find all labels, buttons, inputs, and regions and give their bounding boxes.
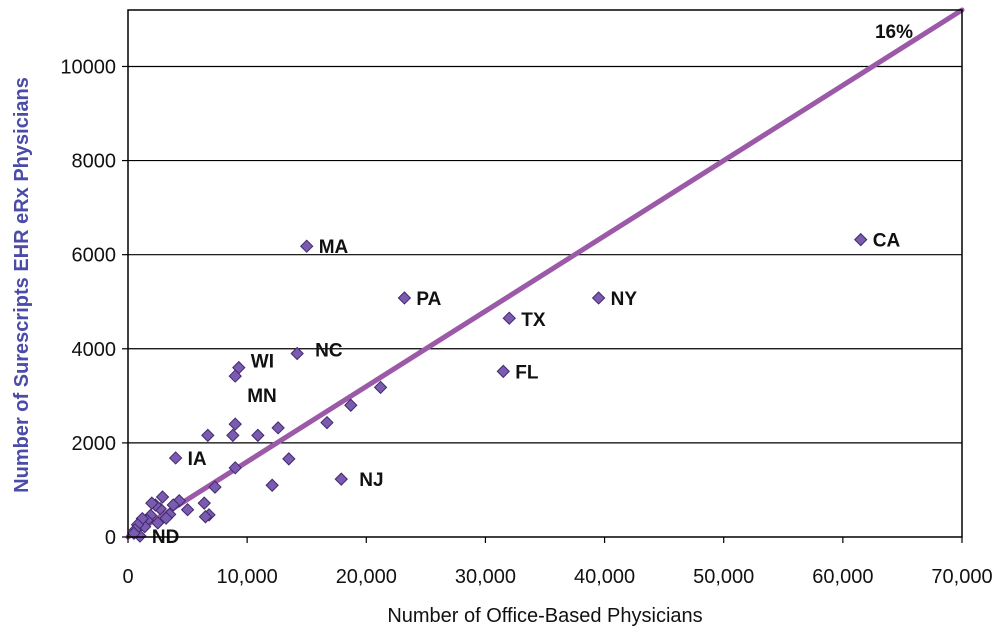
data-point-marker (151, 516, 165, 530)
data-point-marker (180, 503, 195, 517)
data-point-marker (502, 311, 516, 325)
data-point-label: MN (247, 386, 277, 407)
data-point-label: CA (873, 231, 901, 252)
data-point-marker (168, 451, 183, 465)
data-point-marker (397, 291, 412, 305)
data-point-label: FL (515, 362, 539, 383)
data-point-label: NC (315, 340, 343, 361)
data-point-marker (201, 428, 215, 443)
data-point-marker (208, 480, 222, 494)
data-point-label: PA (416, 289, 441, 310)
y-tick-label: 6000 (72, 245, 117, 267)
data-point-label: NY (611, 289, 638, 310)
data-point-label: MA (319, 237, 349, 258)
x-tick-label: 70,000 (931, 566, 992, 588)
data-point-marker (591, 291, 606, 305)
data-point-marker (320, 415, 334, 430)
x-tick-label: 10,000 (217, 566, 278, 588)
data-point-label: IA (188, 449, 207, 470)
data-point-marker (228, 417, 242, 431)
x-tick-label: 30,000 (455, 566, 516, 588)
x-tick-label: 60,000 (812, 566, 873, 588)
trend-line (125, 7, 965, 540)
data-point-label: TX (521, 310, 546, 331)
data-point-marker (271, 421, 285, 435)
grid-lines (128, 65, 962, 444)
y-tick-label: 2000 (72, 433, 117, 455)
y-tick-label: 8000 (72, 151, 117, 173)
trend-line-label: 16% (875, 22, 913, 43)
data-point-marker (159, 511, 173, 525)
data-point-marker (127, 526, 141, 540)
y-tick-label: 4000 (72, 339, 117, 361)
data-point-marker (198, 510, 213, 524)
data-point-marker (282, 452, 296, 466)
data-point-marker (496, 364, 511, 379)
axes: 0 2000 4000 6000 8000 10000 0 10,000 20,000 30,00… (60, 9, 993, 588)
data-point-marker (290, 346, 304, 361)
data-point-marker (228, 369, 242, 383)
data-point-marker (145, 496, 159, 510)
data-point-marker (334, 472, 348, 486)
plot-frame (127, 9, 963, 538)
data-point-marker (854, 232, 868, 247)
data-point-marker (197, 496, 211, 510)
data-point-marker (300, 239, 314, 253)
data-point-marker (344, 398, 358, 412)
x-tick-label: 40,000 (574, 566, 635, 588)
x-tick-label: 50,000 (693, 566, 754, 588)
data-point-marker (226, 428, 240, 443)
x-tick-label: 0 (122, 566, 133, 588)
data-point-marker (228, 461, 242, 475)
data-point-label: WI (251, 352, 274, 373)
x-tick-label: 20,000 (336, 566, 397, 588)
y-tick-label: 0 (105, 527, 116, 549)
y-axis-title: Number of Surescripts EHR eRx Physicians (11, 77, 33, 493)
trend-line-layer: 16% (125, 7, 965, 540)
data-point-marker (166, 498, 180, 512)
x-axis-title: Number of Office-Based Physicians (387, 605, 702, 627)
data-point-label: NJ (359, 470, 383, 491)
data-point-marker (251, 428, 265, 443)
data-point-marker (265, 478, 279, 492)
data-point-marker (155, 490, 170, 504)
data-point-marker (373, 380, 388, 395)
data-points (127, 232, 868, 543)
y-tick-label: 10000 (60, 56, 116, 78)
